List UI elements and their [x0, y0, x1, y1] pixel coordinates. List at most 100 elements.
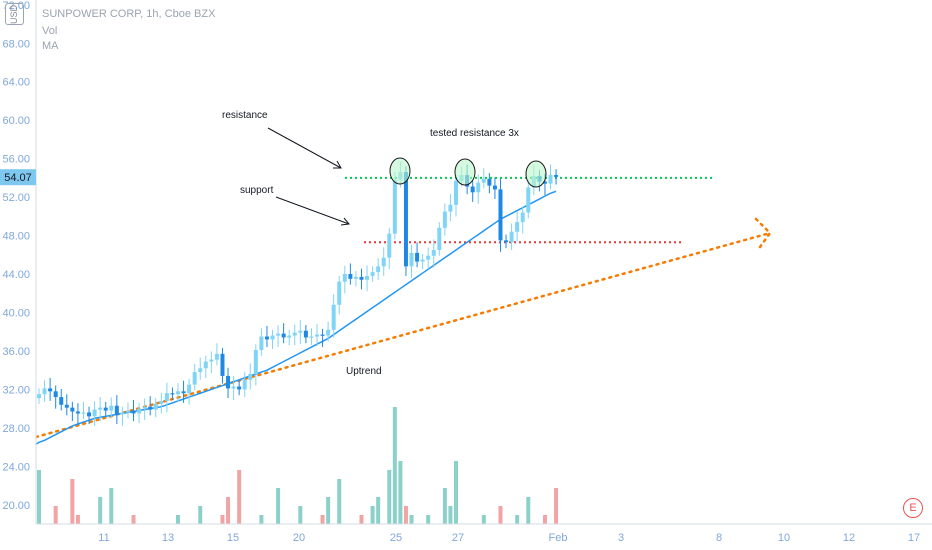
volume-bars — [37, 407, 559, 524]
candle-body — [554, 174, 559, 177]
resistance-test-circle — [454, 158, 476, 186]
candle-body — [359, 276, 364, 280]
y-tick-label: 64.00 — [2, 77, 30, 89]
volume-bar — [320, 515, 325, 524]
candle-body — [320, 334, 325, 336]
candle-body — [281, 333, 286, 338]
resistance-note: resistance — [222, 110, 268, 121]
candle-body — [426, 255, 431, 260]
candle-body — [125, 410, 130, 413]
candle-body — [176, 391, 180, 395]
candle-body — [381, 257, 386, 267]
candle-body — [520, 212, 525, 223]
candle-body — [337, 281, 342, 305]
volume-bar — [359, 515, 364, 524]
volume-bar — [53, 506, 58, 524]
x-tick-label: 10 — [778, 532, 790, 544]
tested-resistance-note: tested resistance 3x — [430, 128, 519, 139]
candle-body — [192, 372, 197, 385]
y-axis-bg — [0, 0, 36, 524]
candle-body — [298, 330, 303, 333]
volume-bar — [498, 506, 503, 524]
candle-body — [114, 405, 119, 415]
uptrend-line — [34, 231, 772, 439]
candle-body — [242, 379, 247, 390]
volume-bar — [370, 506, 375, 524]
volume-bar — [198, 506, 203, 524]
candle-body — [120, 412, 125, 415]
earnings-badge[interactable]: E — [903, 498, 923, 518]
volume-bar — [454, 461, 458, 524]
candle-body — [437, 227, 442, 250]
candle-body — [259, 336, 264, 350]
candle-body — [75, 411, 80, 414]
x-tick-label: 17 — [908, 532, 920, 544]
candle-body — [365, 275, 370, 280]
chart-title[interactable]: SUNPOWER CORP, 1h, Cboe BZX — [42, 8, 216, 20]
x-tick-label: 12 — [843, 532, 855, 544]
candle-body — [270, 335, 275, 340]
candle-body — [264, 336, 269, 340]
resistance-arrow — [267, 127, 342, 169]
candle-body — [326, 329, 331, 336]
candle-body — [153, 403, 158, 410]
volume-bar — [442, 488, 447, 524]
resistance-test-circle — [525, 160, 547, 188]
volume-bar — [75, 515, 80, 524]
candle-body — [476, 182, 481, 193]
volume-bar — [337, 479, 342, 524]
candle-body — [131, 410, 136, 414]
y-tick-label: 32.00 — [2, 384, 30, 396]
candle-body — [137, 408, 142, 414]
y-tick-label: 24.00 — [2, 461, 30, 473]
x-axis[interactable]: 11 13 15 20 25 27 Feb 3 8 10 12 17 — [36, 523, 932, 544]
candle-body — [148, 406, 153, 410]
support-note: support — [240, 185, 274, 196]
candle-body — [287, 335, 292, 338]
volume-bar — [448, 506, 453, 524]
resistance-test-circle — [389, 157, 411, 185]
annotation-arrows — [267, 127, 350, 226]
candle-body — [487, 178, 492, 186]
currency-badge[interactable]: USD — [5, 3, 24, 25]
volume-bar — [237, 470, 242, 524]
x-tick-label: Feb — [549, 532, 568, 544]
volume-bar — [403, 506, 408, 524]
candle-body — [164, 393, 169, 401]
x-tick-label: 27 — [452, 532, 464, 544]
resistance-test-circles — [389, 157, 547, 188]
volume-bar — [326, 497, 331, 524]
y-axis[interactable]: 72.00 68.00 64.00 60.00 56.00 52.00 48.00 44.00… — [0, 0, 37, 524]
y-tick-label: 52.00 — [2, 192, 30, 204]
candle-body — [48, 388, 53, 392]
x-tick-label: 13 — [162, 532, 174, 544]
volume-bar — [259, 515, 264, 524]
volume-bar — [526, 497, 531, 524]
candle-body — [542, 181, 547, 184]
current-price-tag-bg — [0, 169, 36, 186]
volume-bar — [409, 515, 414, 524]
ma-legend[interactable]: MA — [42, 40, 59, 52]
candle-body — [448, 204, 453, 212]
candle-body — [248, 374, 253, 380]
volume-bar — [554, 488, 559, 524]
candle-body — [209, 359, 214, 362]
candle-body — [403, 172, 408, 267]
y-tick-label: 56.00 — [2, 154, 30, 166]
vol-legend[interactable]: Vol — [42, 25, 58, 37]
y-tick-label: 44.00 — [2, 269, 30, 281]
volume-bar — [392, 407, 397, 524]
candle-body — [87, 412, 92, 417]
candle-body — [548, 174, 553, 184]
candles — [37, 161, 559, 426]
candle-body — [53, 391, 58, 398]
candle-body — [409, 252, 414, 267]
candle-body — [353, 276, 358, 279]
volume-bar — [276, 488, 281, 524]
candle-body — [237, 386, 242, 390]
candle-body — [376, 266, 381, 273]
volume-bar — [37, 470, 41, 524]
candle-body — [292, 332, 297, 336]
volume-bar — [426, 515, 431, 524]
